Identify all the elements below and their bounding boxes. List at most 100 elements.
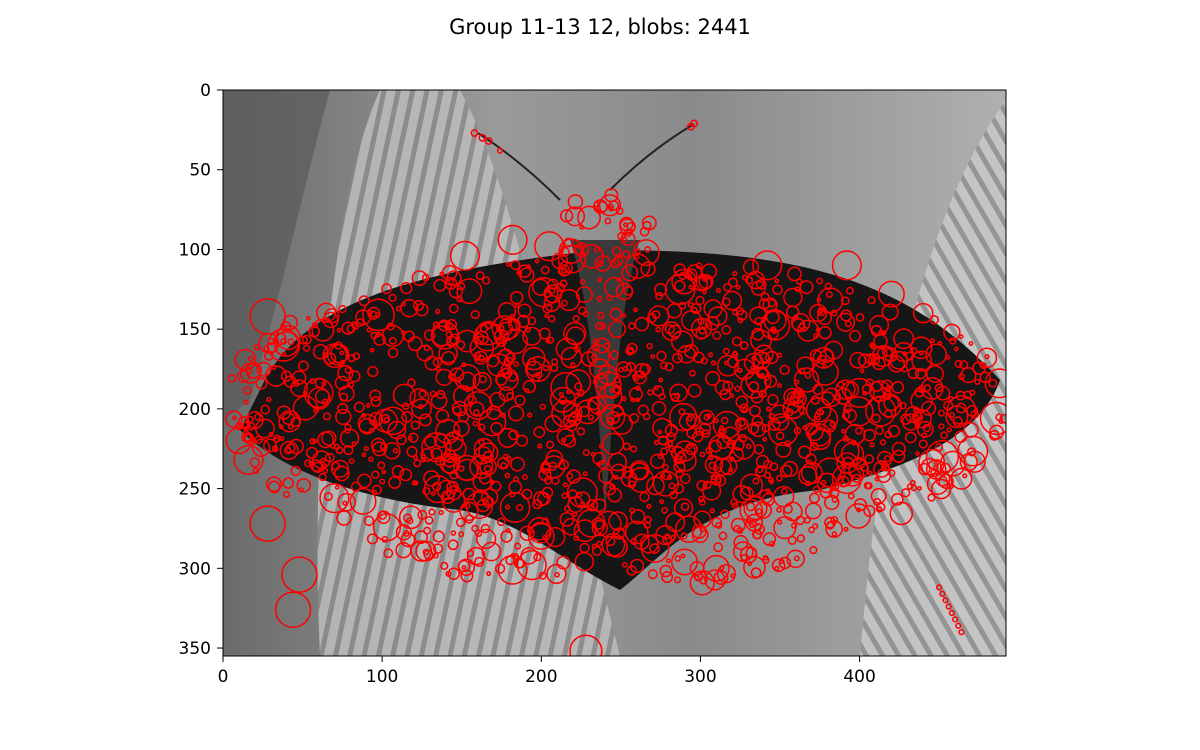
blob-point	[448, 333, 461, 345]
blob-point	[481, 276, 491, 285]
blob-point	[446, 319, 458, 331]
blob-point	[911, 350, 933, 372]
blob-point	[565, 419, 578, 432]
blob-point	[502, 328, 529, 355]
blob-point	[750, 280, 766, 296]
blob-point	[984, 354, 990, 360]
blob-point	[650, 354, 656, 359]
blob-point	[543, 289, 552, 298]
blob-point	[290, 379, 308, 398]
blob-point	[824, 282, 833, 291]
blob-point	[615, 361, 633, 378]
blob-point	[912, 302, 934, 324]
blob-point	[840, 296, 850, 306]
blob-point	[557, 264, 571, 277]
blob-point	[458, 465, 465, 472]
blob-point	[723, 282, 732, 292]
blob-point	[513, 361, 520, 367]
blob-point	[959, 360, 969, 370]
blob-point	[712, 410, 742, 440]
blob-point	[844, 320, 852, 328]
blob-point	[542, 364, 550, 372]
blob-point	[557, 244, 587, 274]
blob-point	[782, 501, 803, 522]
blob-point	[263, 345, 270, 352]
blob-point	[657, 429, 663, 435]
blob-point	[974, 378, 981, 385]
blob-point	[545, 449, 564, 468]
blob-point	[752, 250, 783, 281]
blob-point	[575, 286, 593, 304]
blob-point	[767, 394, 779, 406]
blob-point	[395, 305, 402, 312]
blob-point	[720, 509, 730, 520]
blob-point	[765, 406, 771, 412]
blob-point	[271, 364, 277, 371]
blob-point	[314, 377, 326, 389]
blob-point	[747, 422, 760, 435]
blob-point	[567, 194, 584, 210]
y-tick-label: 300	[179, 559, 211, 579]
blob-point	[256, 361, 272, 377]
blob-point	[921, 400, 937, 416]
blob-point	[655, 326, 662, 333]
blob-point	[871, 381, 883, 393]
blob-point	[867, 296, 876, 305]
blob-point	[736, 418, 746, 428]
blob-point	[533, 553, 542, 562]
blob-point	[339, 428, 360, 448]
blob-point	[777, 383, 783, 389]
blob-point	[549, 386, 576, 413]
blob-point	[840, 428, 846, 434]
blob-point	[280, 338, 287, 345]
blob-point	[755, 508, 763, 515]
blob-point	[569, 634, 603, 656]
blob-point	[731, 336, 742, 347]
blob-point	[672, 352, 683, 364]
blob-point	[698, 409, 715, 426]
blob-point	[254, 413, 262, 421]
blob-point	[739, 499, 764, 523]
blob-point	[603, 482, 617, 496]
blob-point	[745, 513, 764, 532]
blob-point	[716, 477, 722, 484]
blob-point	[338, 304, 347, 314]
blob-point	[562, 518, 580, 536]
blob-point	[876, 347, 888, 359]
blob-point	[505, 528, 511, 534]
y-tick-label: 250	[179, 480, 211, 500]
blob-point	[333, 465, 350, 482]
blob-point	[349, 487, 377, 515]
blob-point	[737, 317, 744, 324]
blob-point	[227, 374, 237, 383]
blob-point	[721, 325, 732, 335]
blob-point	[802, 425, 808, 430]
blob-point	[598, 468, 614, 484]
blob-point	[383, 442, 401, 460]
blob-point	[399, 468, 413, 482]
blob-point	[955, 622, 962, 629]
blob-point	[265, 365, 287, 387]
blob-point	[469, 335, 495, 361]
blob-point	[381, 283, 393, 295]
blob-point	[722, 347, 730, 355]
blob-point	[945, 354, 951, 360]
blob-point	[563, 434, 577, 448]
blob-point	[466, 546, 486, 566]
blob-point	[290, 465, 302, 477]
blob-point	[505, 555, 515, 566]
blob-point	[582, 471, 588, 477]
blob-point	[687, 415, 693, 422]
blob-point	[445, 276, 455, 286]
blob-point	[799, 280, 814, 295]
blob-point	[675, 452, 687, 464]
blob-point	[691, 306, 698, 314]
blob-point	[526, 412, 533, 418]
blob-point	[517, 303, 532, 318]
blob-point	[280, 370, 293, 382]
blob-point	[920, 376, 944, 400]
blob-point	[464, 502, 471, 509]
blob-point	[344, 423, 352, 431]
blob-point	[824, 494, 840, 511]
blob-point	[604, 277, 625, 298]
